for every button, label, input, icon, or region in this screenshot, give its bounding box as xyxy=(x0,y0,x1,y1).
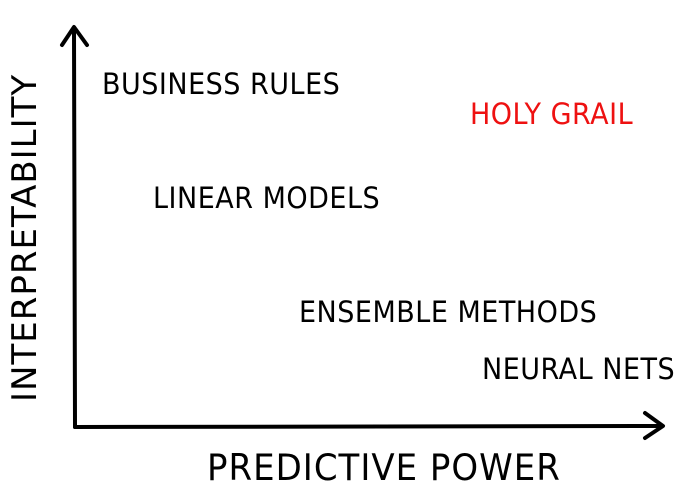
x-axis-arrowhead xyxy=(643,411,665,440)
y-axis-label: INTERPRETABILITY xyxy=(5,73,45,402)
label-business-rules: BUSINESS RULES xyxy=(102,67,341,102)
label-linear-models: LINEAR MODELS xyxy=(153,181,381,216)
y-axis-arrowhead xyxy=(60,25,89,47)
y-axis-line xyxy=(72,28,77,429)
label-holy-grail: HOLY GRAIL xyxy=(470,97,634,132)
x-axis-label: PREDICTIVE POWER xyxy=(207,446,561,490)
label-ensemble-methods: ENSEMBLE METHODS xyxy=(299,295,598,330)
x-axis-line xyxy=(73,424,664,429)
label-neural-nets: NEURAL NETS xyxy=(482,352,676,387)
